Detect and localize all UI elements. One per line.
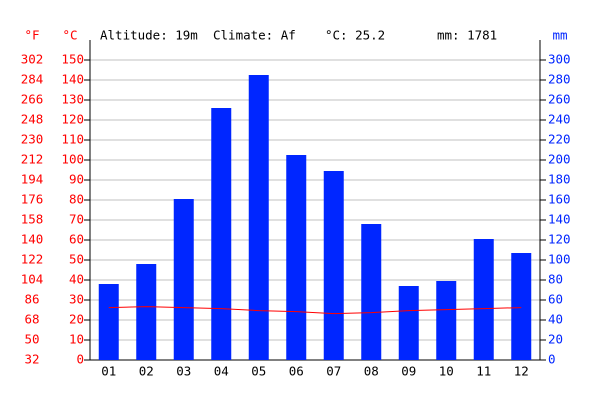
f-tick-label: 50 bbox=[24, 332, 39, 347]
precipitation-bar bbox=[436, 281, 457, 360]
x-tick-label: 05 bbox=[251, 364, 266, 379]
header-precipitation: mm: 1781 bbox=[437, 28, 497, 43]
x-tick-label: 07 bbox=[326, 364, 341, 379]
header-temperature: °C: 25.2 bbox=[325, 28, 385, 43]
y-tick-label: 100 bbox=[61, 152, 84, 167]
y-tick-label: 30 bbox=[69, 292, 84, 307]
y-tick-label: 90 bbox=[69, 172, 84, 187]
precipitation-bar bbox=[398, 286, 419, 360]
y2-tick-label: 260 bbox=[548, 92, 571, 107]
f-tick-label: 302 bbox=[21, 52, 44, 67]
x-tick-label: 02 bbox=[139, 364, 154, 379]
precipitation-bar bbox=[248, 75, 269, 360]
y2-tick-label: 120 bbox=[548, 232, 571, 247]
mm-unit: mm bbox=[552, 28, 567, 43]
y2-tick-label: 160 bbox=[548, 192, 571, 207]
f-tick-label: 158 bbox=[21, 212, 44, 227]
x-tick-label: 08 bbox=[364, 364, 379, 379]
f-tick-label: 194 bbox=[21, 172, 44, 187]
f-tick-label: 284 bbox=[21, 72, 44, 87]
y2-tick-label: 20 bbox=[548, 332, 563, 347]
y-tick-label: 40 bbox=[69, 272, 84, 287]
header-altitude: Altitude: 19m bbox=[100, 28, 198, 43]
y-tick-label: 110 bbox=[61, 132, 84, 147]
x-tick-label: 09 bbox=[401, 364, 416, 379]
y-tick-label: 130 bbox=[61, 92, 84, 107]
y2-tick-label: 300 bbox=[548, 52, 571, 67]
f-tick-label: 104 bbox=[21, 272, 44, 287]
precipitation-bar bbox=[211, 108, 232, 360]
y2-tick-label: 180 bbox=[548, 172, 571, 187]
y2-tick-label: 220 bbox=[548, 132, 571, 147]
precipitation-bar bbox=[511, 253, 532, 360]
x-tick-label: 11 bbox=[476, 364, 491, 379]
f-tick-label: 140 bbox=[21, 232, 44, 247]
y-tick-label: 20 bbox=[69, 312, 84, 327]
fahrenheit-unit: °F bbox=[24, 28, 39, 43]
y-tick-label: 140 bbox=[61, 72, 84, 87]
f-tick-label: 176 bbox=[21, 192, 44, 207]
precipitation-bar bbox=[136, 264, 157, 360]
f-tick-label: 68 bbox=[24, 312, 39, 327]
f-tick-label: 266 bbox=[21, 92, 44, 107]
y2-tick-label: 140 bbox=[548, 212, 571, 227]
f-tick-label: 122 bbox=[21, 252, 44, 267]
f-tick-label: 248 bbox=[21, 112, 44, 127]
y-tick-label: 0 bbox=[76, 352, 84, 367]
y-tick-label: 60 bbox=[69, 232, 84, 247]
temperature-line bbox=[108, 306, 522, 315]
precipitation-bar bbox=[286, 155, 307, 360]
y2-tick-label: 80 bbox=[548, 272, 563, 287]
header-climate: Climate: Af bbox=[213, 28, 296, 43]
precipitation-bar bbox=[173, 199, 194, 360]
y-tick-label: 50 bbox=[69, 252, 84, 267]
precipitation-bar bbox=[323, 171, 344, 360]
y2-tick-label: 40 bbox=[548, 312, 563, 327]
f-tick-label: 32 bbox=[24, 352, 39, 367]
precipitation-bar bbox=[361, 224, 382, 360]
precipitation-bar bbox=[473, 239, 494, 360]
f-tick-label: 86 bbox=[24, 292, 39, 307]
x-tick-label: 12 bbox=[514, 364, 529, 379]
y2-tick-label: 200 bbox=[548, 152, 571, 167]
f-tick-label: 230 bbox=[21, 132, 44, 147]
x-tick-label: 03 bbox=[176, 364, 191, 379]
y-tick-label: 80 bbox=[69, 192, 84, 207]
y-tick-label: 10 bbox=[69, 332, 84, 347]
x-tick-label: 01 bbox=[101, 364, 116, 379]
y2-tick-label: 100 bbox=[548, 252, 571, 267]
x-tick-label: 10 bbox=[439, 364, 454, 379]
x-tick-label: 06 bbox=[289, 364, 304, 379]
y-tick-label: 150 bbox=[61, 52, 84, 67]
celsius-unit: °C bbox=[62, 28, 77, 43]
precipitation-bar bbox=[98, 284, 119, 360]
y-tick-label: 120 bbox=[61, 112, 84, 127]
y2-tick-label: 0 bbox=[548, 352, 556, 367]
x-tick-label: 04 bbox=[214, 364, 229, 379]
y2-tick-label: 60 bbox=[548, 292, 563, 307]
y2-tick-label: 240 bbox=[548, 112, 571, 127]
y-tick-label: 70 bbox=[69, 212, 84, 227]
f-tick-label: 212 bbox=[21, 152, 44, 167]
y2-tick-label: 280 bbox=[548, 72, 571, 87]
